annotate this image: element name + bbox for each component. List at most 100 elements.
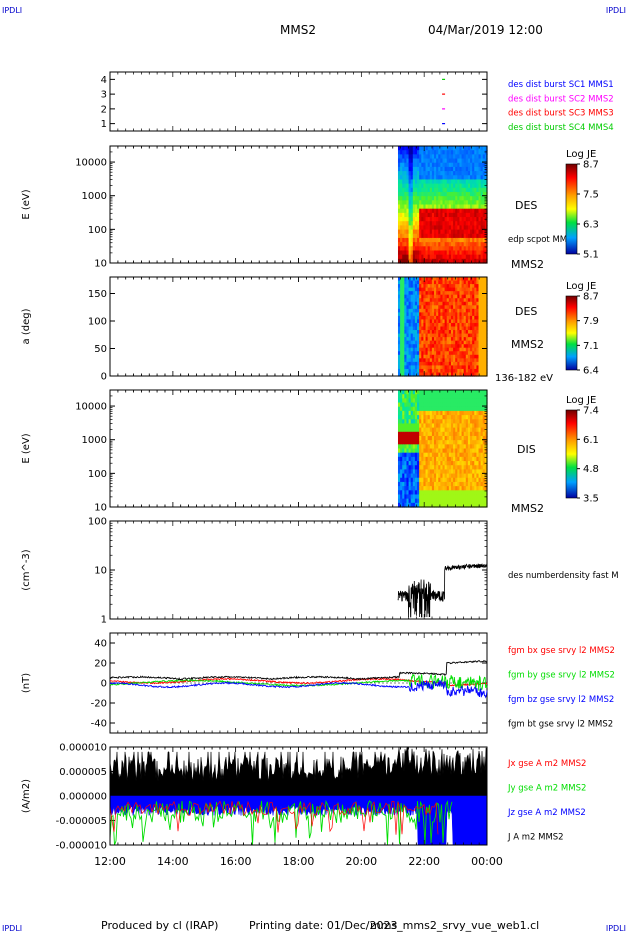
des-pitch-panel-cell	[444, 351, 448, 356]
dis-energy-panel-cell	[482, 444, 486, 450]
des-energy-panel-cell	[436, 221, 439, 226]
des-energy-panel-cell	[480, 158, 484, 164]
des-pitch-panel-cell	[417, 372, 420, 377]
dis-energy-panel-cell	[453, 486, 456, 491]
dis-energy-panel-cell	[438, 394, 441, 399]
des-pitch-panel-cell	[476, 315, 480, 321]
des-energy-panel-cell	[421, 229, 425, 235]
des-pitch-panel-cell	[478, 351, 482, 356]
dis-energy-panel-cell	[417, 440, 420, 445]
dis-energy-panel-cell	[410, 394, 414, 399]
des-pitch-panel-cell	[482, 315, 486, 321]
des-pitch-panel-cell	[431, 333, 435, 338]
des-pitch-panel-cell	[438, 280, 441, 285]
des-pitch-panel-cell	[474, 280, 478, 285]
des-energy-panel-cell	[478, 171, 482, 176]
dis-energy-panel-cell	[484, 498, 488, 504]
des-energy-panel-cell	[461, 254, 465, 260]
des-energy-panel-cell	[434, 191, 437, 197]
des-pitch-panel-cell	[440, 340, 444, 345]
des-energy-panel-cell	[427, 233, 431, 239]
dis-energy-panel-cell	[408, 469, 412, 475]
des-pitch-panel-cell	[419, 351, 422, 356]
des-energy-panel-cell	[436, 212, 439, 218]
dis-energy-panel-cell	[429, 415, 433, 420]
des-pitch-panel-cell	[474, 351, 478, 356]
dis-energy-panel-cell	[478, 423, 482, 429]
des-energy-panel-cell	[444, 154, 448, 160]
des-energy-panel-cell	[472, 187, 475, 193]
des-energy-panel-cell	[450, 250, 454, 256]
des-energy-panel-cell	[410, 146, 414, 151]
dis-energy-panel-cell	[461, 465, 465, 470]
des-energy-panel-cell	[470, 191, 473, 197]
des-energy-panel-cell	[406, 258, 410, 264]
des-energy-panel-cell	[461, 204, 465, 210]
dis-energy-panel-cell	[400, 423, 403, 429]
des-pitch-panel-cell	[476, 347, 480, 352]
des-energy-panel-cell	[429, 191, 433, 197]
des-pitch-panel-cell	[450, 315, 454, 321]
dis-energy-panel-cell	[463, 419, 467, 425]
des-energy-panel-cell	[414, 212, 418, 218]
des-energy-panel-cell	[417, 158, 420, 164]
des-pitch-panel-cell	[429, 347, 433, 352]
des-pitch-panel-cell	[417, 354, 420, 359]
des-energy-panel-cell	[476, 250, 480, 256]
dis-energy-panel-cell	[436, 444, 439, 450]
des-energy-panel-cell	[412, 179, 416, 185]
dis-energy-panel-cell	[431, 481, 435, 487]
dis-energy-panel-cell	[429, 490, 433, 496]
des-energy-panel-cell	[484, 171, 488, 176]
des-pitch-panel-cell	[440, 344, 444, 349]
des-pitch-panel-cell	[404, 333, 408, 338]
des-energy-panel-cell	[402, 212, 405, 218]
des-pitch-panel-cell	[421, 294, 425, 299]
des-pitch-panel-cell	[465, 308, 469, 313]
des-energy-panel-cell	[417, 154, 420, 160]
des-pitch-panel-cell	[453, 361, 456, 366]
des-energy-panel-cell	[463, 254, 467, 260]
dis-energy-panel-cell	[463, 502, 467, 508]
des-energy-panel-cell	[448, 258, 452, 264]
des-energy-panel-cell	[459, 258, 463, 264]
dis-energy-panel-cell	[453, 398, 456, 404]
des-pitch-panel-cell	[410, 308, 414, 313]
des-energy-panel-cell	[438, 246, 441, 252]
des-pitch-panel-cell	[446, 319, 450, 324]
des-energy-panel-cell	[417, 208, 420, 214]
dis-energy-panel-cell	[417, 431, 420, 437]
dis-energy-panel-cell	[402, 394, 405, 399]
dis-energy-panel-cell	[467, 461, 471, 466]
corner-tag-bottom-right: IPDLI	[605, 924, 626, 933]
des-energy-panel-cell	[446, 258, 450, 264]
dis-energy-panel-cell	[421, 406, 425, 412]
des-energy-panel-cell	[412, 250, 416, 256]
des-energy-panel-cell	[410, 258, 414, 264]
des-pitch-panel-cell	[438, 284, 441, 289]
des-pitch-panel-cell	[480, 294, 484, 299]
des-pitch-panel-cell	[474, 372, 478, 377]
des-pitch-panel-cell	[474, 319, 478, 324]
dis-energy-panel-cell	[425, 390, 429, 395]
dis-energy-panel-cell	[402, 398, 405, 404]
dis-energy-panel-cell	[465, 473, 469, 479]
des-pitch-panel-cell	[421, 354, 425, 359]
des-energy-panel-cell	[474, 162, 478, 168]
dis-energy-panel-cell	[404, 398, 408, 404]
des-energy-panel-cell	[476, 183, 480, 189]
dis-energy-panel-cell	[482, 419, 486, 425]
dis-energy-panel-cell	[397, 406, 401, 412]
des-energy-panel-cell	[406, 212, 410, 218]
des-pitch-panel-cell	[484, 294, 488, 299]
des-energy-panel-cell	[434, 225, 437, 231]
des-energy-panel-cell	[476, 146, 480, 151]
des-pitch-panel-cell	[431, 312, 435, 317]
des-pitch-panel-cell	[444, 368, 448, 374]
dis-energy-panel-cell	[425, 486, 429, 491]
des-pitch-panel-cell	[474, 365, 478, 370]
des-pitch-panel-cell	[463, 298, 467, 303]
des-energy-panel-cell	[397, 187, 401, 193]
des-pitch-panel-cell	[463, 347, 467, 352]
des-pitch-panel-cell	[450, 330, 454, 335]
